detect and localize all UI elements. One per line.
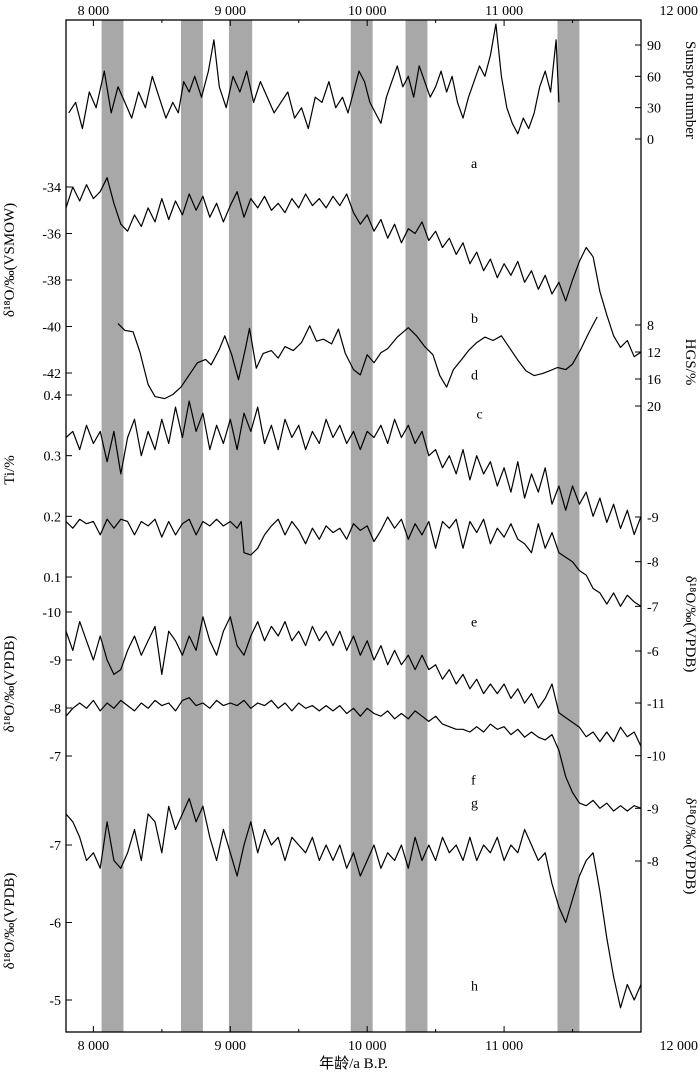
- series-label-h: h: [471, 980, 478, 995]
- y-axis-label-vpdb_h: δ¹⁸O/‰(VPDB): [2, 873, 18, 970]
- x-tick-label-top: 11 000: [485, 4, 523, 19]
- y-tick-label-hgs: 8: [647, 319, 654, 334]
- x-tick-label-bottom: 12 000: [660, 1039, 699, 1054]
- x-tick-label-bottom: 11 000: [485, 1039, 523, 1054]
- y-tick-label-sunspot: 0: [647, 133, 654, 148]
- y-tick-label-vpdb_f: -8: [49, 702, 61, 717]
- y-tick-label-ti: 0.2: [44, 510, 62, 525]
- y-tick-label-vsmow: -36: [42, 228, 61, 243]
- shaded-interval-3: [228, 20, 253, 1032]
- y-tick-label-vpdb_h: -6: [49, 917, 61, 932]
- y-tick-label-vsmow: -38: [42, 274, 61, 289]
- x-tick-label-top: 12 000: [660, 4, 699, 19]
- x-axis-label: 年龄/a B.P.: [319, 1055, 388, 1072]
- x-tick-label-bottom: 9 000: [215, 1039, 247, 1054]
- curve-a: [68, 23, 560, 135]
- y-tick-label-vpdb_f: -9: [49, 654, 61, 669]
- y-tick-label-vpdb_e: -8: [647, 556, 659, 571]
- y-tick-label-vpdb_e: -7: [647, 600, 659, 615]
- y-tick-label-vpdb_g: -9: [647, 802, 659, 817]
- y-axis-label-sunspot: Sunspot number: [682, 41, 698, 139]
- series-label-c: c: [477, 408, 483, 423]
- y-tick-label-vpdb_f: -7: [49, 750, 61, 765]
- y-tick-label-hgs: 20: [647, 400, 661, 415]
- x-tick-label-top: 10 000: [348, 4, 387, 19]
- y-axis-label-vpdb_g: δ¹⁸O/‰(VPDB): [682, 798, 698, 895]
- y-tick-label-sunspot: 90: [647, 39, 661, 54]
- y-axis-label-hgs: HGS/%: [682, 339, 698, 386]
- curve-c: [117, 316, 598, 400]
- y-tick-label-vsmow: -40: [42, 321, 61, 336]
- x-tick-label-bottom: 10 000: [348, 1039, 387, 1054]
- y-tick-label-ti: 0.1: [44, 571, 62, 586]
- curve-g: [65, 697, 642, 812]
- x-tick-label-top: 8 000: [78, 4, 110, 19]
- shaded-interval-6: [557, 20, 580, 1032]
- y-tick-label-sunspot: 30: [647, 102, 661, 117]
- y-tick-label-vpdb_h: -5: [49, 994, 61, 1009]
- y-tick-label-hgs: 12: [647, 346, 661, 361]
- curve-h: [65, 797, 642, 1009]
- curve-f: [65, 616, 642, 747]
- shaded-interval-4: [350, 20, 373, 1032]
- y-tick-label-vpdb_g: -8: [647, 855, 659, 870]
- y-tick-label-vpdb_e: -9: [647, 511, 659, 526]
- y-tick-label-ti: 0.3: [44, 450, 62, 465]
- series-label-f: f: [471, 773, 476, 788]
- x-tick-label-bottom: 8 000: [78, 1039, 110, 1054]
- y-axis-label-vpdb_f: δ¹⁸O/‰(VPDB): [2, 636, 18, 733]
- curve-b: [65, 177, 642, 358]
- y-axis-label-vpdb_e: δ¹⁸O/‰(VPDB): [682, 576, 698, 673]
- series-label-e: e: [471, 615, 477, 630]
- y-tick-label-vpdb_h: -7: [49, 839, 61, 854]
- y-axis-label-ti: Ti/%: [2, 455, 18, 484]
- y-tick-label-vpdb_f: -10: [42, 606, 61, 621]
- y-tick-label-ti: 0.4: [44, 389, 62, 404]
- y-tick-label-hgs: 16: [647, 373, 661, 388]
- y-tick-label-sunspot: 60: [647, 70, 661, 85]
- y-tick-label-vpdb_g: -10: [647, 750, 666, 765]
- y-tick-label-vsmow: -34: [42, 181, 61, 196]
- series-label-b: b: [471, 312, 478, 327]
- curve-d: [65, 400, 642, 536]
- y-tick-label-vpdb_e: -6: [647, 645, 659, 660]
- y-tick-label-vpdb_g: -11: [647, 697, 665, 712]
- plot-frame: [65, 19, 642, 1033]
- series-label-d: d: [471, 369, 478, 384]
- series-label-a: a: [471, 157, 478, 172]
- series-label-g: g: [471, 796, 478, 811]
- y-axis-label-vsmow: δ¹⁸O/‰(VSMOW): [2, 203, 18, 317]
- x-tick-label-top: 9 000: [215, 4, 247, 19]
- y-tick-label-vsmow: -42: [42, 367, 61, 382]
- curve-e: [65, 516, 642, 607]
